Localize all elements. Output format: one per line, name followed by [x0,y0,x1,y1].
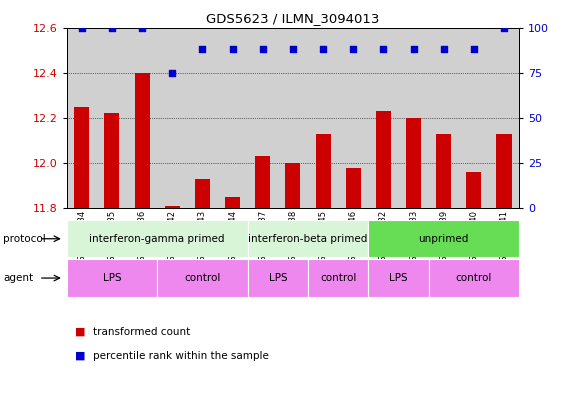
Point [469,46,478,52]
Point [439,46,448,52]
Bar [157,259,248,297]
Point [198,46,207,52]
Bar [308,259,368,297]
Point [288,46,298,52]
Text: protocol: protocol [3,234,46,244]
Bar [338,28,368,208]
Text: control: control [456,273,492,283]
Bar [496,134,512,208]
Point [168,70,177,76]
Bar [187,28,218,208]
Bar [225,197,240,208]
Text: control: control [184,273,220,283]
Bar [67,28,97,208]
Bar [67,259,157,297]
Point [318,46,328,52]
Text: transformed count: transformed count [93,327,190,337]
Point [77,24,86,31]
Bar [376,111,391,208]
Text: LPS: LPS [103,273,121,283]
Point [409,46,418,52]
Text: unprimed: unprimed [419,234,469,244]
Point [228,46,237,52]
Point [137,24,147,31]
Bar [368,259,429,297]
Bar [248,259,308,297]
Bar [127,28,157,208]
Bar [308,28,338,208]
Point [107,24,117,31]
Bar [459,28,489,208]
Title: GDS5623 / ILMN_3094013: GDS5623 / ILMN_3094013 [206,12,379,25]
Point [379,46,388,52]
Text: percentile rank within the sample: percentile rank within the sample [93,351,269,361]
Bar [429,28,459,208]
Bar [489,28,519,208]
Bar [218,28,248,208]
Text: control: control [320,273,356,283]
Point [499,24,509,31]
Text: interferon-beta primed: interferon-beta primed [248,234,368,244]
Bar [406,118,421,208]
Bar [248,220,368,257]
Bar [157,28,187,208]
Text: ■: ■ [75,351,86,361]
Bar [104,113,119,208]
Bar [248,28,278,208]
Bar [368,28,398,208]
Text: LPS: LPS [389,273,408,283]
Text: interferon-gamma primed: interferon-gamma primed [89,234,225,244]
Bar [135,73,150,208]
Text: ■: ■ [75,327,86,337]
Bar [195,179,210,208]
Bar [165,206,180,208]
Bar [74,107,89,208]
Bar [278,28,308,208]
Bar [67,220,248,257]
Bar [398,28,429,208]
Bar [97,28,127,208]
Bar [316,134,331,208]
Text: LPS: LPS [269,273,287,283]
Bar [368,220,519,257]
Bar [429,259,519,297]
Bar [466,172,481,208]
Point [349,46,358,52]
Bar [346,167,361,208]
Text: agent: agent [3,273,33,283]
Bar [285,163,300,208]
Bar [255,156,270,208]
Bar [436,134,451,208]
Point [258,46,267,52]
